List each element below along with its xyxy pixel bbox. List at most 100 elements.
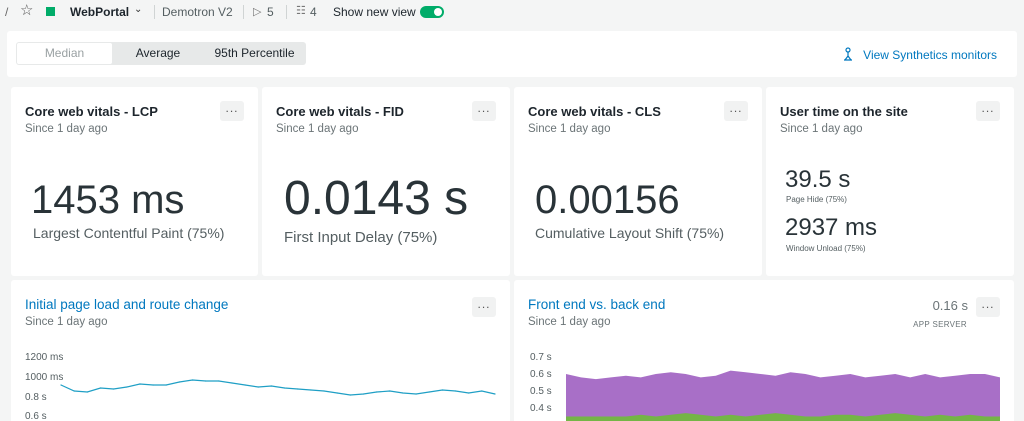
data-point (415, 393, 417, 395)
card-subtitle: Since 1 day ago (25, 123, 108, 135)
card-title: Core web vitals - CLS (528, 104, 661, 119)
window-unload-value: 2937 ms (785, 214, 878, 241)
data-point (310, 389, 312, 391)
tag-icon[interactable]: ▷ (253, 6, 262, 18)
divider (243, 5, 244, 19)
option-median[interactable]: Median (17, 43, 112, 64)
cls-card: Core web vitals - CLS Since 1 day ago ..… (514, 87, 762, 276)
data-point (454, 390, 457, 392)
card-subtitle: Since 1 day ago (780, 123, 863, 135)
page-load-line-chart[interactable] (11, 280, 510, 421)
card-title-link[interactable]: Front end vs. back end (528, 297, 666, 312)
data-point (139, 383, 141, 385)
y-tick-label: 0.6 s (530, 369, 552, 380)
data-point (218, 380, 220, 382)
app-server-value: 0.16 s (932, 298, 968, 313)
view-synthetics-link[interactable]: View Synthetics monitors (843, 45, 997, 62)
cls-label: Cumulative Layout Shift (75%) (535, 225, 725, 241)
page-hide-value: 39.5 s (785, 166, 851, 193)
chevron-down-icon[interactable]: ⌄ (134, 4, 143, 15)
fid-card: Core web vitals - FID Since 1 day ago ..… (262, 87, 510, 276)
data-point (389, 390, 391, 392)
lcp-value: 1453 ms (31, 178, 185, 222)
data-point (481, 390, 483, 392)
y-tick-label: 0.6 s (25, 411, 47, 421)
cls-value: 0.00156 (535, 178, 680, 222)
data-point (152, 384, 154, 386)
series-area (566, 413, 1000, 421)
y-tick-label: 1200 ms (25, 352, 64, 363)
data-point (99, 387, 102, 389)
favorite-star-icon[interactable]: ☆ (20, 2, 34, 19)
hosts-icon[interactable]: ☷ (296, 5, 306, 17)
entity-status-icon (46, 7, 55, 16)
data-point (178, 381, 180, 383)
more-options-button[interactable]: ... (472, 101, 496, 121)
series-line (60, 379, 496, 396)
lcp-label: Largest Contentful Paint (75%) (33, 225, 225, 241)
card-title-link[interactable]: Initial page load and route change (25, 297, 229, 312)
control-bar: Median Average 95th Percentile View Synt… (7, 31, 1017, 77)
app-server-label: APP SERVER (913, 320, 967, 329)
entity-name[interactable]: WebPortal (70, 5, 130, 19)
account-name[interactable]: Demotron V2 (162, 5, 233, 19)
data-point (297, 388, 299, 390)
data-point (270, 385, 272, 387)
card-title: Core web vitals - LCP (25, 104, 158, 119)
more-options-button[interactable]: ... (220, 101, 244, 121)
data-point (60, 384, 62, 386)
page-load-card: Initial page load and route change Since… (11, 280, 510, 421)
y-tick-label: 0.4 s (530, 403, 552, 414)
data-point (191, 379, 194, 381)
data-point (165, 384, 167, 386)
data-point (376, 391, 378, 393)
data-point (231, 382, 233, 384)
card-subtitle: Since 1 day ago (528, 123, 611, 135)
fid-label: First Input Delay (75%) (284, 229, 438, 246)
data-point (244, 384, 246, 386)
data-point (441, 389, 443, 391)
breadcrumb-separator: / (5, 5, 9, 19)
more-options-button[interactable]: ... (976, 297, 1000, 317)
tags-count[interactable]: 5 (267, 5, 274, 19)
data-point (349, 394, 351, 396)
window-unload-label: Window Unload (75%) (786, 244, 866, 253)
front-back-card: Front end vs. back end Since 1 day ago .… (514, 280, 1014, 421)
divider (286, 5, 287, 19)
lcp-card: Core web vitals - LCP Since 1 day ago ..… (11, 87, 258, 276)
data-point (73, 390, 75, 392)
front-back-area-chart[interactable] (514, 280, 1014, 421)
show-new-view-label: Show new view (333, 5, 416, 19)
card-subtitle: Since 1 day ago (25, 316, 108, 328)
entity-header: / ☆ WebPortal ⌄ Demotron V2 ▷ 5 ☷ 4 Show… (0, 0, 1024, 24)
fid-value: 0.0143 s (284, 172, 469, 225)
data-point (468, 392, 470, 394)
show-new-view-toggle[interactable] (420, 6, 444, 18)
y-tick-label: 1000 ms (25, 372, 64, 383)
view-synthetics-label: View Synthetics monitors (863, 48, 997, 62)
hosts-count[interactable]: 4 (310, 5, 317, 19)
y-tick-label: 0.7 s (530, 352, 552, 363)
y-tick-label: 0.5 s (530, 386, 552, 397)
y-tick-label: 0.8 s (25, 392, 47, 403)
data-point (284, 387, 286, 389)
more-options-button[interactable]: ... (472, 297, 496, 317)
data-point (402, 392, 404, 394)
card-title: User time on the site (780, 104, 908, 119)
more-options-button[interactable]: ... (976, 101, 1000, 121)
user-time-card: User time on the site Since 1 day ago ..… (766, 87, 1014, 276)
data-point (126, 386, 128, 388)
option-95th-percentile[interactable]: 95th Percentile (214, 46, 295, 60)
page-hide-label: Page Hide (75%) (786, 195, 847, 204)
data-point (205, 380, 207, 382)
data-point (86, 391, 88, 393)
more-options-button[interactable]: ... (724, 101, 748, 121)
divider (154, 5, 155, 19)
card-title: Core web vitals - FID (276, 104, 404, 119)
stat-segmented-control: Median Average 95th Percentile (16, 42, 306, 65)
data-point (323, 390, 325, 392)
data-point (428, 391, 430, 393)
option-average[interactable]: Average (135, 46, 181, 60)
card-subtitle: Since 1 day ago (276, 123, 359, 135)
data-point (494, 393, 496, 395)
